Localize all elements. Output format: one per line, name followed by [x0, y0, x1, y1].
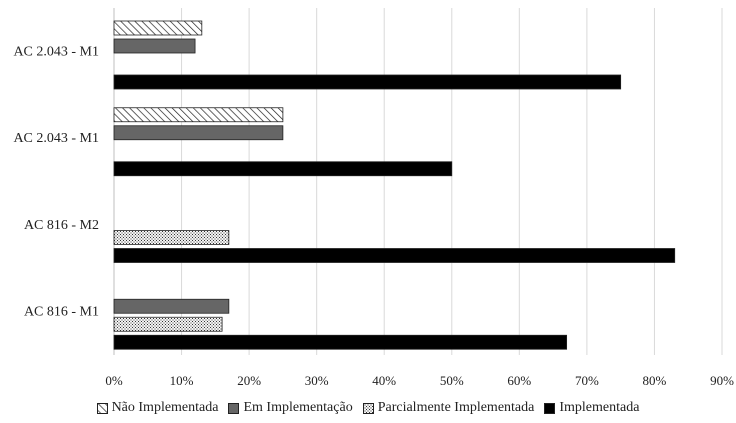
x-tick-label: 60%	[507, 373, 531, 388]
legend-item-nao-implementada: Não Implementada	[96, 400, 219, 416]
category-label: AC 816 - M2	[24, 218, 99, 233]
gridlines	[113, 8, 723, 355]
legend-label: Implementada	[559, 400, 640, 415]
x-tick-labels: 0% 10% 20% 30% 40% 50% 60% 70% 80% 90%	[105, 373, 734, 388]
bar-chart: AC 2.043 - M1 AC 2.043 - M1 AC 816 - M2 AC …	[13, 8, 734, 388]
bar-n-o-implementada	[113, 20, 203, 36]
bars	[113, 20, 676, 350]
bar-implementada	[113, 334, 568, 350]
x-tick-label: 80%	[643, 373, 667, 388]
bar-implementada	[113, 161, 453, 177]
bar-em-implementa-o	[113, 38, 196, 54]
legend-label: Não Implementada	[111, 400, 219, 415]
legend-swatch	[544, 402, 556, 414]
legend-label: Parcialmente Implementada	[377, 400, 535, 415]
bar-em-implementa-o	[113, 298, 230, 314]
x-tick-label: 50%	[440, 373, 464, 388]
category-label: AC 2.043 - M1	[13, 131, 99, 146]
bar-parcialmente-implementada	[113, 316, 223, 332]
x-tick-label: 20%	[237, 373, 261, 388]
legend-swatch	[228, 402, 240, 414]
legend-item-parcialmente-implementada: Parcialmente Implementada	[362, 400, 535, 416]
legend-item-implementada: Implementada	[544, 400, 639, 416]
bar-implementada	[113, 248, 676, 263]
legend: Não Implementada Em Implementação Parcia…	[0, 400, 736, 416]
category-labels: AC 2.043 - M1 AC 2.043 - M1 AC 816 - M2 AC …	[13, 44, 99, 319]
category-label: AC 816 - M1	[24, 305, 99, 320]
x-tick-label: 10%	[170, 373, 194, 388]
bar-n-o-implementada	[113, 107, 284, 123]
legend-swatch	[96, 402, 108, 414]
legend-label: Em Implementação	[243, 400, 353, 415]
bar-em-implementa-o	[113, 125, 284, 141]
x-tick-label: 40%	[372, 373, 396, 388]
legend-swatch	[362, 402, 374, 414]
x-tick-label: 70%	[575, 373, 599, 388]
category-label: AC 2.043 - M1	[13, 44, 99, 59]
legend-item-em-implementacao: Em Implementação	[228, 400, 353, 416]
x-tick-label: 90%	[710, 373, 734, 388]
bar-implementada	[113, 74, 622, 90]
x-tick-label: 0%	[105, 373, 123, 388]
bar-parcialmente-implementada	[113, 230, 230, 245]
x-tick-label: 30%	[305, 373, 329, 388]
